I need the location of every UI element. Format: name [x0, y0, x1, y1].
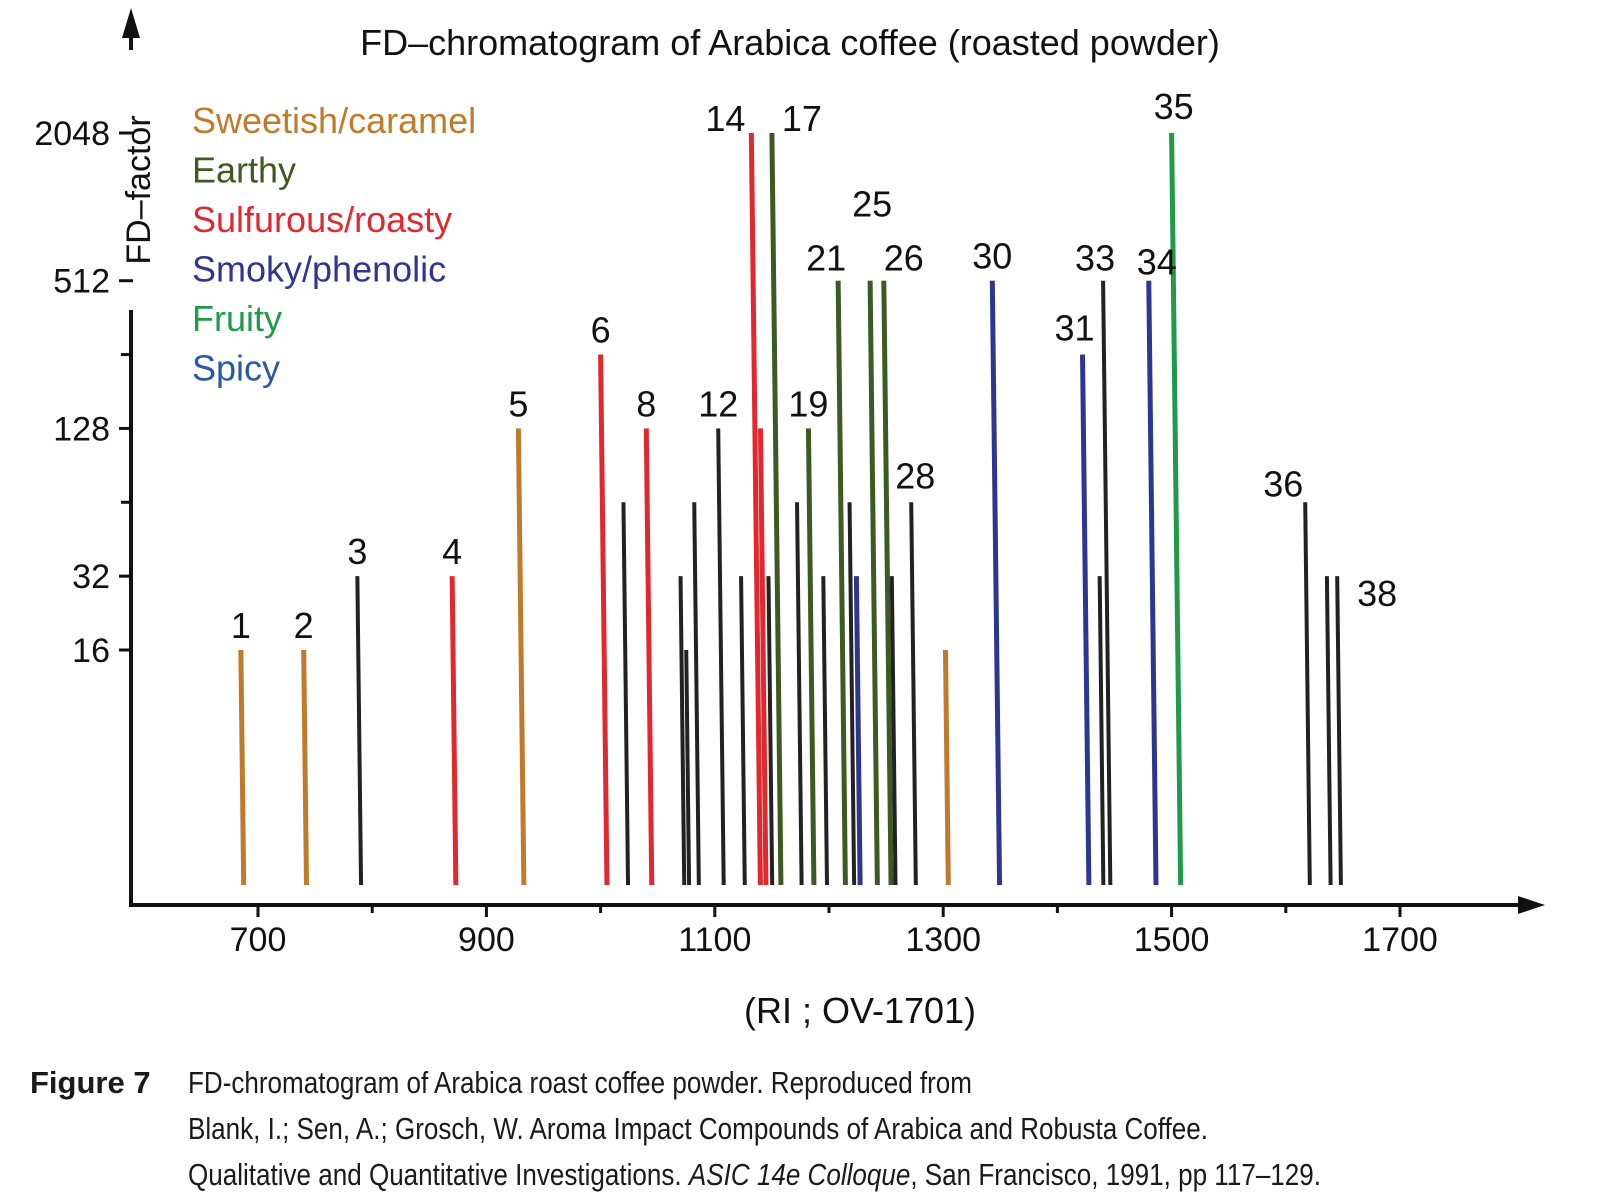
- peak-bar: [1324, 576, 1333, 886]
- x-tick-label: 1100: [678, 921, 751, 959]
- legend-entry: Smoky/phenolic: [192, 249, 446, 290]
- legend-entry: Fruity: [192, 298, 282, 339]
- peak-bar: [989, 280, 1003, 886]
- caption-line-1: FD-chromatogram of Arabica roast coffee …: [188, 1065, 972, 1100]
- peak-label: 30: [972, 236, 1012, 277]
- peak-bar: [881, 280, 894, 886]
- peak-label: 8: [636, 383, 656, 424]
- caption-line-3-pre: Qualitative and Quantitative Investigati…: [188, 1157, 682, 1192]
- peak-bar: [1101, 280, 1113, 886]
- caption-line-2: Blank, I.; Sen, A.; Grosch, W. Aroma Imp…: [188, 1111, 1208, 1146]
- peak-bar: [1335, 576, 1343, 886]
- peak-bar: [1097, 576, 1106, 886]
- legend-entry: Sulfurous/roasty: [192, 199, 452, 240]
- peak-label: 4: [442, 531, 462, 572]
- peak-bar: [684, 649, 692, 886]
- peak-label: 36: [1263, 463, 1303, 504]
- peak-label: 3: [347, 531, 367, 572]
- peak-bar: [621, 502, 631, 886]
- x-axis-arrowhead: [1518, 896, 1545, 914]
- peak-bar: [847, 502, 857, 886]
- peak-label: 28: [895, 455, 935, 496]
- peak-bar: [821, 576, 829, 886]
- peak-bar: [449, 576, 459, 886]
- peak-label: 2: [294, 605, 314, 646]
- y-axis-label: FD–factor: [120, 115, 158, 264]
- x-tick-label: 1700: [1362, 921, 1438, 959]
- figure-label: Figure 7: [30, 1065, 151, 1100]
- x-axis-label: (RI ; OV-1701): [744, 990, 976, 1031]
- peak-bar: [1080, 354, 1092, 886]
- y-tick-label: 128: [53, 410, 110, 448]
- peak-bar: [835, 280, 848, 886]
- peak-bar: [716, 428, 726, 886]
- x-tick-label: 1300: [905, 921, 981, 959]
- peak-bar: [1169, 132, 1184, 886]
- caption-line-3: Qualitative and Quantitative Investigati…: [188, 1152, 1366, 1198]
- peak-bar: [598, 354, 610, 886]
- peak-bar: [692, 502, 701, 886]
- x-tick-label: 900: [458, 921, 515, 959]
- legend-entry: Earthy: [192, 150, 296, 191]
- peak-label: 35: [1154, 86, 1194, 127]
- peak-label: 14: [705, 98, 745, 139]
- peak-label: 12: [698, 383, 738, 424]
- peak-bar: [301, 649, 309, 886]
- chart-title: FD–chromatogram of Arabica coffee (roast…: [360, 22, 1220, 63]
- y-tick-label: 2048: [34, 115, 110, 153]
- peak-bar: [748, 132, 763, 886]
- legend-entry: Sweetish/caramel: [192, 100, 476, 141]
- peak-label: 26: [884, 238, 924, 279]
- y-axis-arrowhead: [122, 8, 140, 38]
- peak-label: 1: [231, 605, 251, 646]
- peak-label: 6: [591, 310, 611, 351]
- fd-chromatogram-chart: FD–chromatogram of Arabica coffee (roast…: [34, 8, 1545, 1031]
- peak-bar: [853, 576, 863, 886]
- x-tick-label: 1500: [1134, 921, 1210, 959]
- peak-label: 34: [1137, 242, 1177, 283]
- peak-bar: [355, 576, 364, 886]
- peak-label: 33: [1075, 238, 1115, 279]
- x-tick-label: 700: [230, 921, 287, 959]
- peak-bar: [805, 428, 817, 886]
- peak-bar: [739, 576, 747, 886]
- peak-label: 21: [806, 238, 846, 279]
- peak-bar: [1303, 502, 1312, 886]
- y-tick-label: 16: [72, 632, 110, 670]
- peak-bar: [769, 132, 784, 886]
- peak-bar: [909, 502, 918, 886]
- legend: Sweetish/caramel Earthy Sulfurous/roasty Sm…: [192, 100, 476, 389]
- peak-bar: [795, 502, 804, 886]
- figure-caption: Figure 7 FD-chromatogram of Arabica roas…: [30, 1060, 1590, 1198]
- y-tick-label: 512: [53, 263, 110, 301]
- y-tick-label: 32: [72, 558, 110, 596]
- peak-label: 17: [782, 98, 822, 139]
- peak-bar: [678, 576, 687, 886]
- peak-label: 19: [788, 383, 828, 424]
- legend-entry: Spicy: [192, 348, 280, 389]
- peak-label: 38: [1357, 573, 1397, 614]
- peak-label: 25: [852, 184, 892, 225]
- peak-bar: [942, 649, 951, 886]
- peak-bar: [1146, 280, 1159, 886]
- peak-series: [238, 132, 1343, 886]
- peak-bar: [757, 428, 769, 886]
- peak-label: 31: [1055, 308, 1095, 349]
- peak-bar: [867, 280, 880, 886]
- peak-bar: [889, 576, 898, 886]
- caption-line-3-post: , San Francisco, 1991, pp 117–129.: [910, 1157, 1321, 1192]
- peak-label: 5: [508, 383, 528, 424]
- caption-journal: ASIC 14e Colloque: [688, 1157, 911, 1192]
- peak-bar: [515, 428, 527, 886]
- peak-bar: [643, 428, 655, 886]
- peak-bar: [238, 649, 247, 886]
- peak-bar: [766, 576, 775, 886]
